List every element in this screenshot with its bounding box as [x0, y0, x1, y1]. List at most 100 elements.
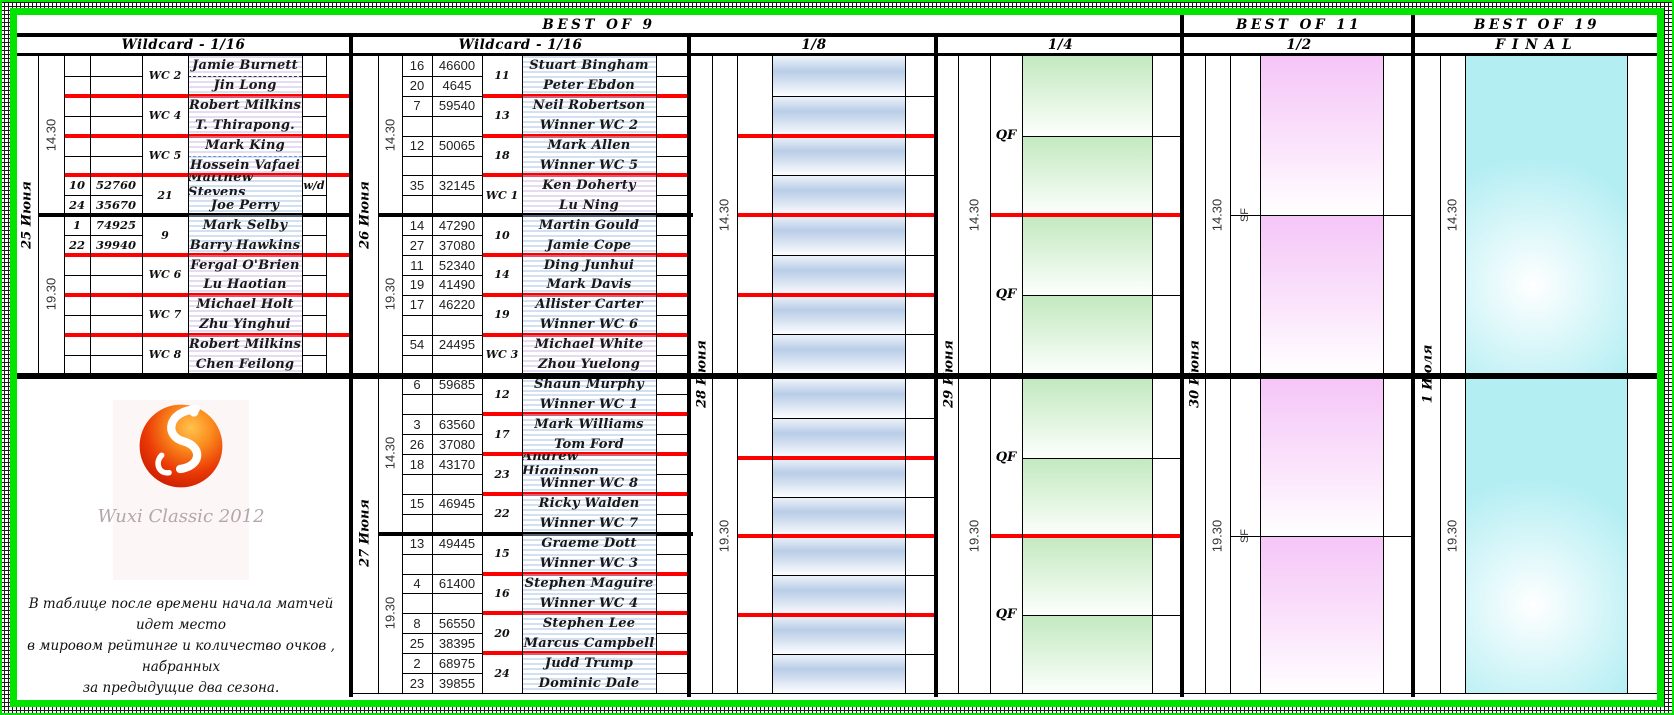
bracket-slot-quarter[interactable] [1022, 457, 1152, 536]
bracket-slot-eighth[interactable] [772, 175, 905, 215]
bracket-slot-eighth[interactable] [772, 379, 905, 419]
rank-cell[interactable]: 10 [68, 178, 85, 193]
match-number-cell[interactable]: WC 1 [485, 188, 519, 202]
player-name-cell[interactable]: Winner WC 4 [522, 593, 656, 614]
points-cell[interactable]: 52340 [438, 257, 476, 273]
player-name-cell[interactable]: Mark Allen [522, 135, 656, 156]
player-name-cell[interactable]: Jin Long [188, 75, 302, 96]
player-name-cell[interactable]: Mark Davis [522, 274, 656, 295]
bracket-slot-quarter[interactable] [1022, 215, 1152, 295]
rank-cell[interactable]: 2 [413, 655, 421, 671]
points-cell[interactable]: 47290 [438, 217, 476, 233]
rank-cell[interactable]: 6 [413, 376, 421, 392]
match-number-cell[interactable]: WC 4 [148, 109, 182, 123]
bracket-slot-eighth[interactable] [772, 496, 905, 536]
points-cell[interactable]: 41490 [438, 277, 476, 293]
rank-cell[interactable]: 3 [413, 416, 421, 432]
bracket-slot-eighth[interactable] [772, 653, 905, 693]
player-name-cell[interactable]: Neil Robertson [522, 95, 656, 116]
player-name-cell[interactable]: Jamie Burnett [188, 56, 302, 76]
match-number-cell[interactable]: 17 [494, 427, 510, 441]
player-name-cell[interactable]: Judd Trump [522, 653, 656, 674]
player-name-cell[interactable]: Michael Holt [188, 294, 302, 315]
result-cell[interactable]: w/d [303, 178, 325, 192]
match-number-cell[interactable]: 15 [494, 547, 510, 561]
rank-cell[interactable]: 16 [409, 58, 425, 74]
player-name-cell[interactable]: T. Thirapong. [188, 115, 302, 136]
match-number-cell[interactable]: 10 [494, 228, 510, 242]
points-cell[interactable]: 38395 [438, 635, 476, 651]
rank-cell[interactable]: 35 [409, 177, 425, 193]
points-cell[interactable]: 35670 [95, 198, 136, 213]
points-cell[interactable]: 37080 [438, 436, 476, 452]
player-name-cell[interactable]: Stephen Lee [522, 613, 656, 634]
rank-cell[interactable]: 23 [409, 675, 425, 691]
points-cell[interactable]: 39940 [95, 238, 136, 253]
bracket-slot-eighth[interactable] [772, 294, 905, 335]
match-number-cell[interactable]: 21 [157, 188, 173, 202]
points-cell[interactable]: 63560 [438, 416, 476, 432]
rank-cell[interactable]: 22 [68, 238, 85, 253]
match-number-cell[interactable]: WC 5 [148, 149, 182, 163]
player-name-cell[interactable]: Marcus Campbell [522, 633, 656, 654]
match-number-cell[interactable]: WC 2 [148, 69, 182, 83]
rank-cell[interactable]: 7 [413, 98, 421, 114]
player-name-cell[interactable]: Joe Perry [188, 195, 302, 216]
points-cell[interactable]: 49445 [438, 536, 476, 552]
bracket-slot-semi[interactable] [1260, 56, 1383, 215]
bracket-slot-quarter[interactable] [1022, 614, 1152, 693]
rank-cell[interactable]: 19 [409, 277, 425, 293]
match-number-cell[interactable]: WC 7 [148, 308, 182, 322]
match-number-cell[interactable]: WC 3 [485, 348, 519, 362]
player-name-cell[interactable]: Barry Hawkins [188, 235, 302, 256]
player-name-cell[interactable]: Zhou Yuelong [522, 354, 656, 375]
player-name-cell[interactable]: Andrew Higginson [522, 454, 656, 475]
points-cell[interactable]: 68975 [438, 655, 476, 671]
player-name-cell[interactable]: Winner WC 2 [522, 115, 656, 136]
player-name-cell[interactable]: Robert Milkins [188, 95, 302, 116]
rank-cell[interactable]: 15 [409, 496, 425, 512]
bracket-slot-quarter[interactable] [1022, 379, 1152, 458]
points-cell[interactable]: 24495 [438, 337, 476, 353]
player-name-cell[interactable]: Mark King [188, 135, 302, 156]
match-number-cell[interactable]: 16 [494, 586, 510, 600]
points-cell[interactable]: 39855 [438, 675, 476, 691]
bracket-slot-quarter[interactable] [1022, 294, 1152, 374]
player-name-cell[interactable]: Michael White [522, 334, 656, 355]
match-number-cell[interactable]: 9 [161, 228, 169, 242]
bracket-slot-eighth[interactable] [772, 56, 905, 96]
player-name-cell[interactable]: Ding Junhui [522, 255, 656, 275]
player-name-cell[interactable]: Zhu Yinghui [188, 314, 302, 335]
match-number-cell[interactable]: 22 [494, 507, 510, 521]
rank-cell[interactable]: 25 [409, 635, 425, 651]
match-number-cell[interactable]: WC 6 [148, 268, 182, 282]
bracket-slot-eighth[interactable] [772, 95, 905, 136]
bracket-slot-semi[interactable] [1260, 536, 1383, 693]
rank-cell[interactable]: 11 [410, 257, 424, 273]
match-number-cell[interactable]: 11 [494, 69, 510, 83]
player-name-cell[interactable]: Matthew Stevens [188, 175, 302, 196]
player-name-cell[interactable]: Winner WC 5 [522, 155, 656, 176]
player-name-cell[interactable]: Robert Milkins [188, 334, 302, 355]
player-name-cell[interactable]: Mark Williams [522, 414, 656, 435]
bracket-slot-quarter[interactable] [1022, 135, 1152, 215]
match-number-cell[interactable]: 19 [494, 308, 510, 322]
player-name-cell[interactable]: Stephen Maguire [522, 573, 656, 594]
rank-cell[interactable]: 20 [409, 78, 425, 94]
player-name-cell[interactable]: Dominic Dale [522, 673, 656, 693]
bracket-slot-eighth[interactable] [772, 254, 905, 295]
player-name-cell[interactable]: Winner WC 7 [522, 513, 656, 534]
rank-cell[interactable]: 14 [409, 217, 425, 233]
bracket-slot-eighth[interactable] [772, 457, 905, 497]
player-name-cell[interactable]: Jamie Cope [522, 235, 656, 256]
bracket-slot-eighth[interactable] [772, 614, 905, 654]
player-name-cell[interactable]: Allister Carter [522, 294, 656, 315]
rank-cell[interactable]: 4 [413, 576, 421, 592]
bracket-slot-eighth[interactable] [772, 135, 905, 176]
player-name-cell[interactable]: Mark Selby [188, 215, 302, 236]
match-number-cell[interactable]: 24 [494, 666, 510, 680]
bracket-slot-quarter[interactable] [1022, 536, 1152, 615]
points-cell[interactable]: 56550 [438, 615, 476, 631]
rank-cell[interactable]: 27 [409, 237, 425, 253]
bracket-slot-semi[interactable] [1260, 215, 1383, 374]
